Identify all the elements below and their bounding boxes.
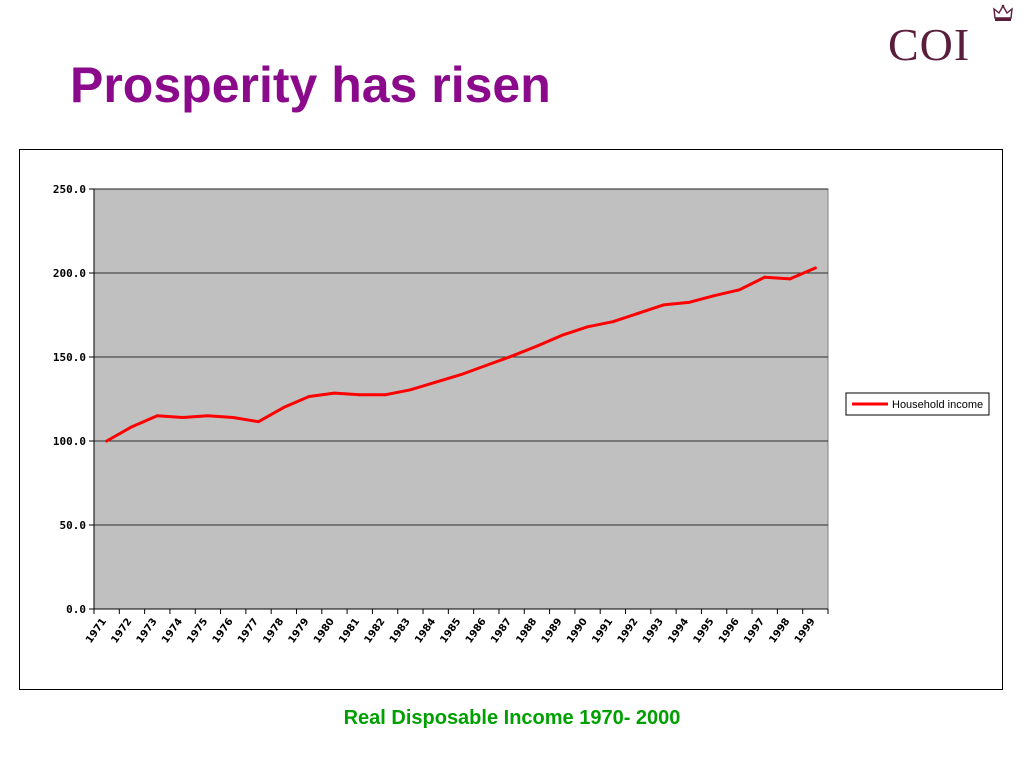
chart-frame: 0.0 50.0 100.0 150.0 200.0 250.0 1971 1972 1973 1…	[19, 149, 1003, 690]
x-tick-label: 1987	[489, 616, 514, 645]
x-tick-label: 1974	[160, 616, 185, 645]
data-point	[738, 288, 741, 292]
data-point	[257, 420, 260, 424]
x-tick-label: 1975	[185, 616, 210, 645]
x-tick-label: 1999	[793, 616, 818, 645]
x-tick-label: 1973	[135, 616, 160, 645]
x-tick-label: 1979	[287, 616, 312, 645]
plot-area	[93, 188, 829, 610]
x-tick-label: 1991	[590, 616, 615, 645]
x-tick-label: 1976	[211, 616, 236, 645]
data-point	[687, 301, 691, 304]
data-point	[206, 414, 210, 418]
x-tick-label: 1989	[540, 616, 565, 645]
data-point	[813, 266, 817, 270]
crown-icon	[993, 4, 1013, 21]
x-tick-label: 1971	[84, 616, 109, 645]
x-tick-label: 1983	[388, 616, 413, 645]
x-tick-label: 1996	[717, 616, 742, 645]
x-tick-label: 1981	[337, 616, 362, 645]
x-tick-label: 1972	[109, 616, 134, 645]
slide-title: Prosperity has risen	[70, 57, 551, 113]
data-point	[560, 333, 564, 337]
y-tick-label: 250.0	[53, 183, 86, 196]
legend-box	[845, 392, 990, 416]
y-tick-label: 200.0	[53, 267, 86, 280]
x-tick-label: 1985	[438, 616, 463, 645]
data-point	[231, 416, 235, 419]
data-point	[535, 344, 539, 348]
data-point	[763, 275, 767, 279]
x-tick-label: 1988	[514, 616, 539, 645]
x-tick-label: 1992	[616, 616, 641, 645]
data-point	[788, 277, 792, 281]
data-point	[181, 416, 184, 419]
data-point	[282, 406, 286, 409]
data-point	[510, 354, 514, 358]
x-tick-label: 1990	[565, 616, 590, 645]
data-point	[358, 393, 362, 397]
data-point	[611, 320, 615, 324]
data-point	[459, 373, 463, 377]
x-tick-label: 1986	[464, 616, 489, 645]
x-tick-label: 1982	[363, 616, 388, 645]
chart-caption: Real Disposable Income 1970- 2000	[343, 707, 681, 729]
data-point	[408, 388, 412, 392]
data-point	[105, 439, 109, 443]
x-tick-label: 1993	[641, 616, 666, 645]
y-tick-label: 150.0	[53, 351, 86, 364]
data-point	[484, 364, 488, 367]
data-point	[586, 325, 589, 329]
data-point	[662, 303, 665, 307]
data-point	[155, 414, 159, 418]
data-point	[307, 395, 311, 398]
x-tick-label: 1984	[413, 616, 438, 645]
data-point	[333, 391, 336, 395]
data-point	[130, 425, 134, 429]
data-point	[636, 311, 640, 315]
x-tick-label: 1997	[742, 616, 767, 645]
coi-logo: COI	[888, 19, 971, 70]
y-tick-label: 100.0	[53, 435, 86, 448]
x-tick-label: 1977	[236, 616, 261, 645]
y-tick-label: 50.0	[60, 519, 87, 532]
x-tick-label: 1980	[312, 616, 337, 645]
x-tick-label: 1994	[666, 616, 691, 645]
x-tick-label: 1978	[261, 616, 286, 645]
x-tick-label: 1995	[692, 616, 717, 645]
data-point	[712, 294, 716, 298]
data-point	[434, 380, 438, 384]
x-tick-label: 1998	[768, 616, 793, 645]
legend-label: Household income	[892, 399, 983, 411]
data-point	[383, 393, 387, 397]
y-tick-label: 0.0	[66, 603, 86, 616]
